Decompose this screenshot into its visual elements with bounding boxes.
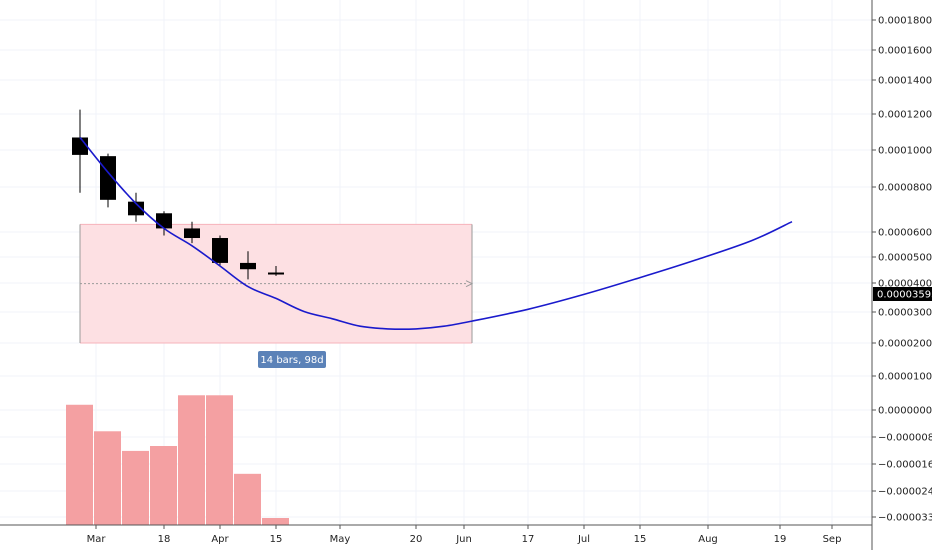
price-tick-label: −0.00000800 [878, 433, 932, 444]
histogram [66, 395, 289, 525]
fit-curve[interactable] [79, 136, 793, 330]
time-tick-label: 15 [270, 534, 283, 545]
range-label-layer: 14 bars, 98d [258, 351, 326, 368]
candle-body [240, 262, 256, 270]
histogram-bar [94, 431, 121, 525]
time-tick-label: May [330, 534, 351, 545]
time-tick-label: Jun [455, 534, 472, 545]
histogram-bar [66, 404, 93, 525]
candle-body [184, 228, 200, 239]
histogram-bar [122, 450, 149, 525]
candle-body [212, 238, 228, 263]
time-tick-label: 15 [634, 534, 647, 545]
date-range-arrow-head [465, 280, 474, 288]
price-tick-label: 0.00000000 [878, 406, 932, 417]
histogram-bar [150, 446, 177, 525]
time-tick-label: Jul [577, 534, 590, 545]
candle-body [268, 272, 284, 275]
last-price-badge [873, 287, 932, 301]
time-tick-label: Sep [823, 534, 842, 545]
candle-body [156, 213, 172, 229]
histogram-bar [234, 473, 261, 525]
time-tick-label: 18 [158, 534, 171, 545]
candle-body [72, 137, 88, 155]
last-price-label: 0.00003593 [877, 290, 932, 301]
price-tick-label: −0.00002400 [878, 487, 932, 498]
histogram-bar [178, 395, 205, 525]
fit-curve-line[interactable] [79, 136, 793, 330]
time-tick-label: Mar [87, 534, 107, 545]
price-tick-label: −0.00001600 [878, 460, 932, 471]
time-tick-label: 20 [410, 534, 423, 545]
time-tick-label: 17 [522, 534, 535, 545]
time-tick-label: Apr [211, 534, 229, 545]
time-tick-label: Aug [698, 534, 718, 545]
histogram-bar [262, 518, 289, 525]
date-range-box[interactable] [79, 223, 474, 344]
time-tick-label: 19 [774, 534, 787, 545]
candle-body [128, 201, 144, 216]
range-label-text: 14 bars, 98d [260, 355, 323, 366]
range-label-bg [258, 351, 326, 368]
histogram-bar [206, 395, 233, 525]
price-tick-label: −0.00003300 [878, 513, 932, 524]
